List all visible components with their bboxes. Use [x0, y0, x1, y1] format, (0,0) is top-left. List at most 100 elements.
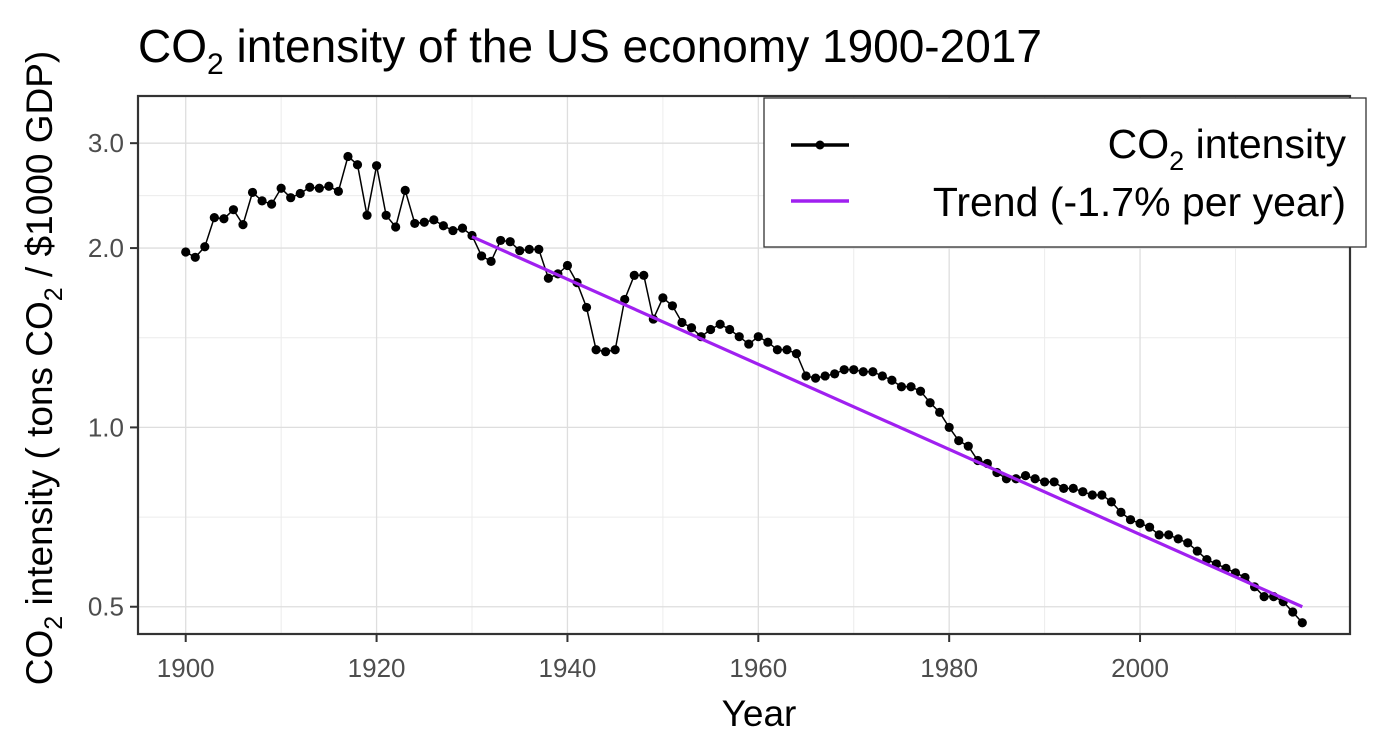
x-tick-label: 1900: [157, 653, 215, 683]
co2-intensity-point: [543, 273, 553, 283]
co2-intensity-point: [887, 375, 897, 385]
x-tick-labels: 1900 1920 1940 1960 1980 2000: [157, 653, 1169, 683]
co2-intensity-point: [362, 210, 372, 220]
co2-intensity-point: [877, 371, 887, 381]
co2-intensity-point: [791, 349, 802, 359]
co2-intensity-point: [391, 222, 401, 232]
co2-intensity-point: [457, 223, 468, 233]
x-axis-title: Year: [722, 693, 797, 734]
co2-intensity-point: [725, 324, 735, 335]
co2-intensity-point: [629, 270, 639, 280]
co2-intensity-point: [839, 365, 849, 375]
co2-intensity-point: [868, 367, 878, 377]
co2-intensity-point: [371, 161, 382, 171]
axis-ticks: [130, 142, 1142, 642]
co2-intensity-point: [581, 302, 592, 313]
co2-intensity-point: [763, 337, 773, 347]
co2-intensity-point: [324, 181, 334, 191]
co2-intensity-point: [476, 251, 487, 261]
co2-intensity-point: [267, 199, 277, 209]
co2-intensity-point: [1154, 530, 1164, 540]
co2-intensity-point: [705, 324, 716, 335]
co2-intensity-point: [314, 183, 324, 193]
legend-box: [763, 97, 1367, 248]
chart-title: CO2 intensity of the US economy 1900-201…: [138, 20, 1042, 81]
co2-intensity-point: [305, 182, 315, 192]
co2-intensity-point: [610, 345, 620, 355]
co2-intensity-point: [257, 196, 267, 206]
co2-intensity-point: [1106, 497, 1117, 507]
x-tick-label: 1940: [539, 653, 597, 683]
co2-intensity-point: [228, 205, 239, 215]
y-tick-label: 0.5: [88, 592, 124, 622]
co2-intensity-point: [486, 256, 496, 266]
co2-intensity-point: [677, 317, 687, 328]
co2-intensity-point: [601, 347, 611, 357]
co2-intensity-point: [772, 345, 783, 355]
co2-intensity-point: [963, 441, 973, 451]
y-tick-labels: 0.5 1.0 2.0 3.0: [88, 128, 124, 622]
co2-intensity-point: [620, 294, 630, 305]
co2-intensity-point: [276, 183, 286, 193]
co2-intensity-point: [744, 339, 754, 349]
x-tick-label: 1980: [920, 653, 978, 683]
co2-intensity-point: [1164, 530, 1174, 540]
co2-intensity-point: [1259, 591, 1269, 602]
trend-line: [471, 235, 1303, 609]
legend-label-co2-intensity: CO2 intensity: [1108, 121, 1347, 176]
co2-intensity-point: [906, 382, 916, 392]
co2-intensity-point: [247, 187, 258, 198]
co2-intensity-point: [343, 151, 353, 162]
co2-intensity-point: [1192, 546, 1202, 556]
co2-intensity-point: [954, 436, 964, 446]
co2-intensity-point: [935, 407, 945, 417]
legend-key-co2-point: [815, 140, 825, 150]
co2-intensity-point: [200, 242, 210, 252]
co2-intensity-point: [591, 345, 601, 355]
co2-intensity-point: [190, 252, 200, 262]
co2-intensity-point: [944, 422, 954, 433]
co2-intensity-point: [562, 260, 573, 271]
co2-intensity-point: [505, 237, 515, 247]
co2-intensity-point: [419, 217, 429, 227]
co2-intensity-point: [524, 244, 534, 254]
co2-intensity-points: [181, 151, 1307, 628]
co2-intensity-point: [896, 382, 907, 392]
co2-intensity-point: [1125, 515, 1136, 525]
co2-intensity-point: [219, 214, 229, 224]
co2-intensity-point: [1068, 483, 1078, 493]
legend: CO2 intensity Trend (-1.7% per year): [763, 97, 1367, 248]
plot-border: [136, 94, 1352, 636]
co2-intensity-point: [1116, 507, 1126, 517]
co2-intensity-point: [782, 345, 792, 355]
co2-intensity-point: [438, 221, 448, 231]
y-tick-label: 3.0: [88, 128, 124, 158]
co2-intensity-point: [1087, 490, 1097, 500]
co2-intensity-point: [209, 213, 219, 223]
x-tick-label: 1960: [729, 653, 787, 683]
co2-intensity-point: [1173, 534, 1183, 544]
co2-intensity-point: [400, 185, 410, 195]
co2-intensity-point: [830, 369, 840, 379]
co2-intensity-point: [295, 188, 305, 199]
co2-intensity-point: [534, 244, 544, 254]
co2-intensity-point: [238, 219, 248, 230]
co2-intensity-series-line: [185, 155, 1303, 624]
co2-intensity-point: [820, 371, 830, 381]
co2-intensity-point: [429, 215, 439, 225]
co2-intensity-point: [753, 332, 763, 342]
co2-intensity-point: [1297, 618, 1307, 628]
x-tick-label: 2000: [1111, 653, 1169, 683]
x-tick-label: 1920: [348, 653, 406, 683]
co2-intensity-point: [410, 218, 420, 229]
co2-intensity-point: [715, 319, 725, 329]
co2-intensity-point: [1288, 607, 1298, 617]
y-tick-label: 1.0: [88, 412, 124, 442]
co2-intensity-point: [858, 367, 868, 377]
co2-intensity-point: [925, 398, 935, 408]
co2-intensity-point: [1020, 471, 1031, 481]
co2-intensity-point: [1030, 474, 1040, 484]
co2-intensity-point: [801, 371, 811, 381]
co2-intensity-point: [333, 186, 344, 196]
legend-label-trend: Trend (-1.7% per year): [933, 179, 1346, 225]
